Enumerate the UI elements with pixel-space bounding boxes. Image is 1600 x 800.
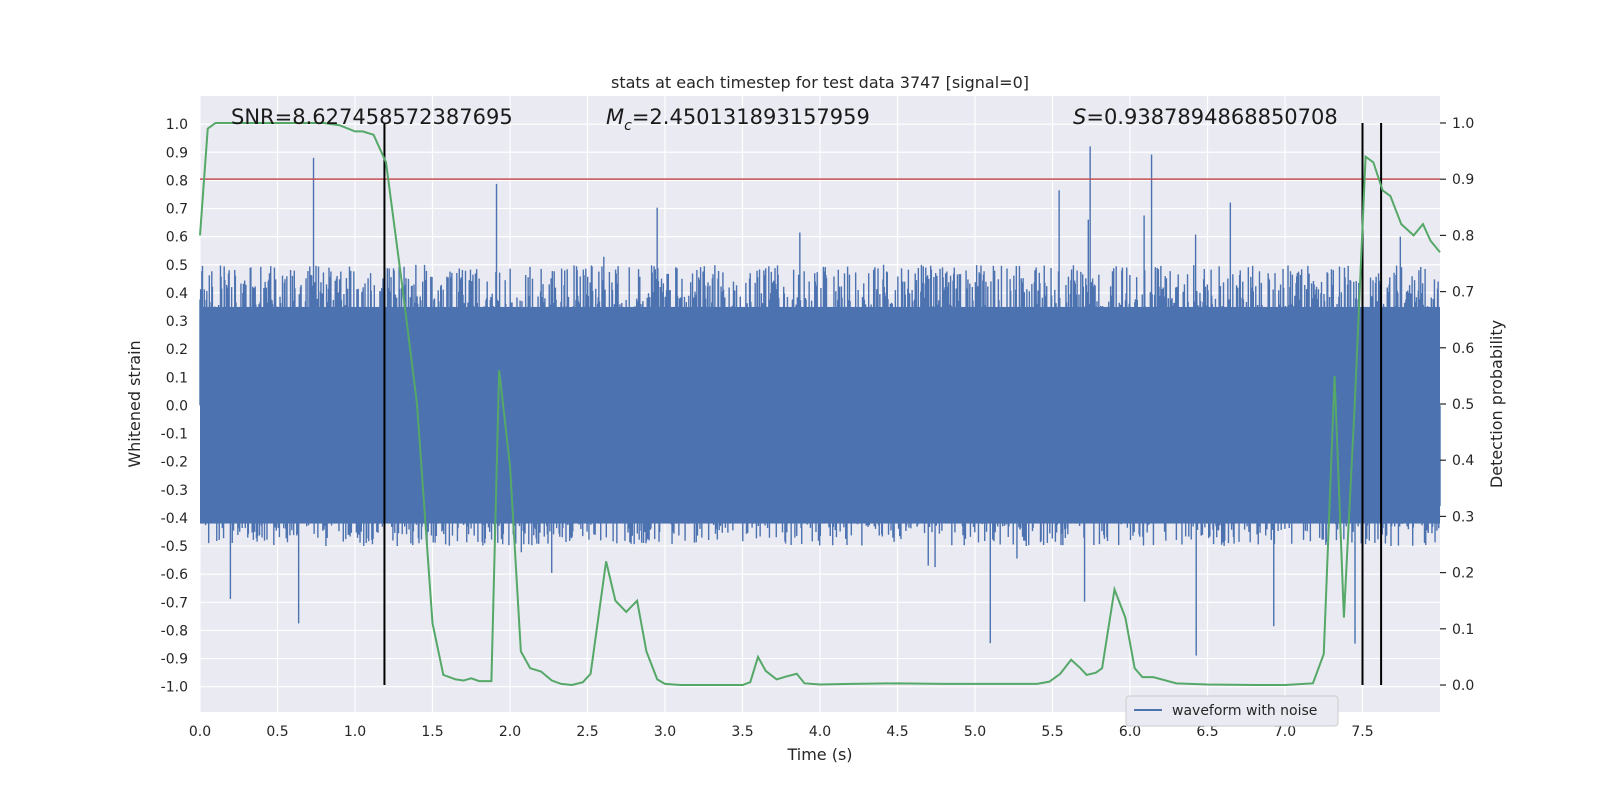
x-tick-label: 1.0 xyxy=(344,724,366,740)
y-tick-label: -1.0 xyxy=(161,680,188,696)
y2-tick-label: 0.3 xyxy=(1452,509,1474,525)
detection-probability-line xyxy=(199,121,1441,687)
y2-tick-label: 0.7 xyxy=(1452,285,1474,301)
y2-tick-label: 0.5 xyxy=(1452,397,1474,413)
legend-label-waveform: waveform with noise xyxy=(1172,703,1317,719)
y-tick-label: 0.8 xyxy=(166,173,188,189)
y-tick-label: -0.5 xyxy=(161,539,188,555)
chirp-mass-subscript: c xyxy=(624,118,632,134)
x-tick-label: 6.5 xyxy=(1196,724,1218,740)
s-annotation: S=0.9387894868850708 xyxy=(1073,105,1338,129)
chirp-mass-symbol: M xyxy=(606,105,624,129)
x-tick-label: 0.5 xyxy=(266,724,288,740)
y-tick-label: 0.2 xyxy=(166,342,188,358)
y2-tick-label: 0.1 xyxy=(1452,622,1474,638)
x-tick-label: 3.0 xyxy=(654,724,676,740)
y-tick-label: -0.9 xyxy=(161,652,188,668)
x-tick-label: 2.0 xyxy=(499,724,521,740)
x-tick-label: 0.0 xyxy=(189,724,211,740)
y-tick-label: 0.0 xyxy=(166,398,188,414)
waveform-core-band xyxy=(200,306,1440,524)
y-tick-label: 0.9 xyxy=(166,145,188,161)
y2-axis-label: Detection probability xyxy=(1487,320,1506,488)
x-tick-label: 1.5 xyxy=(421,724,443,740)
x-tick-label: 3.5 xyxy=(731,724,753,740)
y-axis-ticks: 1.0 0.9 0.8 0.7 0.6 0.5 0.4 0.3 0.2 0.1 0.0 -0.1 -0.… xyxy=(161,117,188,696)
y-tick-label: 0.7 xyxy=(166,202,188,218)
s-value: =0.9387894868850708 xyxy=(1086,105,1337,129)
x-axis-label: Time (s) xyxy=(786,745,852,764)
y-tick-label: -0.2 xyxy=(161,455,188,471)
x-tick-label: 2.5 xyxy=(576,724,598,740)
legend: waveform with noise xyxy=(1125,695,1339,727)
y-tick-label: -0.7 xyxy=(161,595,188,611)
s-symbol: S xyxy=(1073,105,1086,129)
x-tick-label: 4.5 xyxy=(886,724,908,740)
y-tick-label: 0.6 xyxy=(166,230,188,246)
y2-tick-label: 1.0 xyxy=(1452,116,1474,132)
x-tick-label: 7.0 xyxy=(1274,724,1296,740)
x-tick-label: 6.0 xyxy=(1119,724,1141,740)
y-tick-label: -0.6 xyxy=(161,567,188,583)
legend-box xyxy=(1125,695,1339,727)
chirp-mass-annotation: Mc=2.450131893157959 xyxy=(606,105,870,134)
y2-tick-label: 0.4 xyxy=(1452,453,1474,469)
y2-tick-label: 0.6 xyxy=(1452,341,1474,357)
y-tick-label: 0.3 xyxy=(166,314,188,330)
y-tick-label: 0.1 xyxy=(166,370,188,386)
x-tick-label: 4.0 xyxy=(809,724,831,740)
y-tick-label: 1.0 xyxy=(166,117,188,133)
x-tick-label: 5.5 xyxy=(1041,724,1063,740)
y-axis-label: Whitened strain xyxy=(125,340,144,467)
y-tick-label: -0.1 xyxy=(161,427,188,443)
x-tick-label: 7.5 xyxy=(1351,724,1373,740)
chart-title: stats at each timestep for test data 374… xyxy=(611,73,1029,92)
y2-axis-ticks: 1.0 0.9 0.8 0.7 0.6 0.5 0.4 0.3 0.2 0.1 0.0 xyxy=(1440,116,1474,694)
x-axis-ticks: 0.0 0.5 1.0 1.5 2.0 2.5 3.0 3.5 4.0 4.5 5.0 5.5 6.0 6… xyxy=(189,724,1374,740)
y2-tick-label: 0.8 xyxy=(1452,228,1474,244)
y-tick-label: 0.4 xyxy=(166,286,188,302)
x-tick-label: 5.0 xyxy=(964,724,986,740)
chirp-mass-value: =2.450131893157959 xyxy=(632,105,870,129)
y-tick-label: -0.8 xyxy=(161,623,188,639)
y-tick-label: -0.3 xyxy=(161,483,188,499)
y-tick-label: 0.5 xyxy=(166,258,188,274)
y2-tick-label: 0.2 xyxy=(1452,566,1474,582)
series-detection-probability xyxy=(199,121,1441,687)
series-waveform-with-noise xyxy=(199,146,1441,656)
snr-annotation: SNR=8.627458572387695 xyxy=(231,105,513,129)
y2-tick-label: 0.0 xyxy=(1452,678,1474,694)
y-tick-label: -0.4 xyxy=(161,511,188,527)
y2-tick-label: 0.9 xyxy=(1452,172,1474,188)
